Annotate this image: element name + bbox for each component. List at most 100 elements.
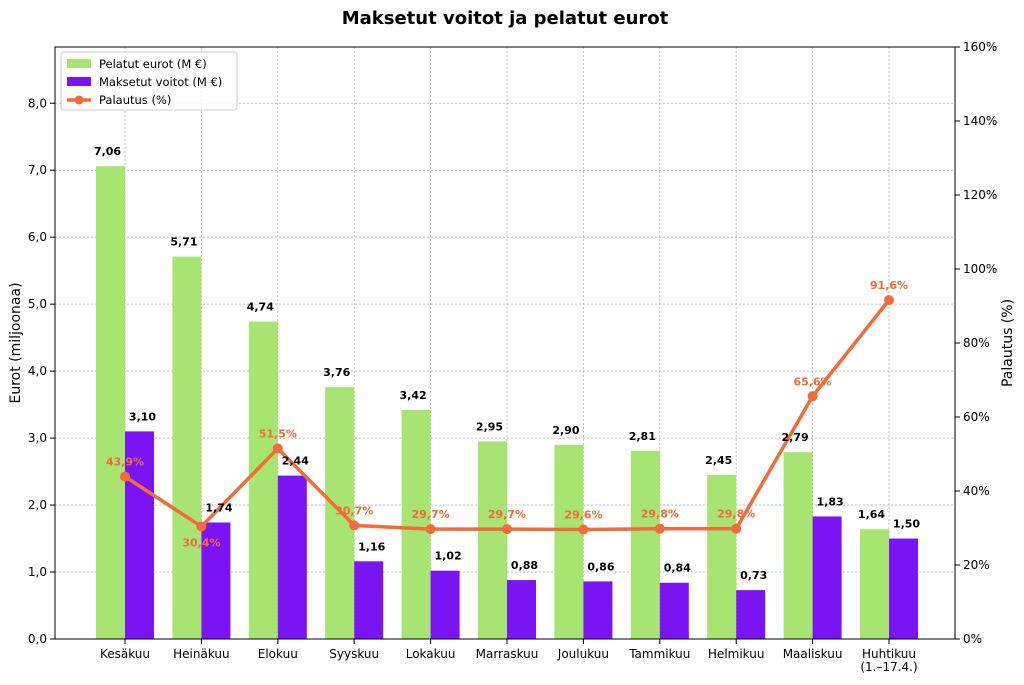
x-tick-label: Marraskuu (476, 647, 539, 661)
data-label-pelatut: 2,81 (629, 430, 656, 443)
bar-pelatut (630, 450, 660, 639)
y-tick-label: 1,0 (28, 565, 47, 579)
x-tick-label: Maaliskuu (783, 647, 843, 661)
data-label-maksetut: 1,50 (893, 518, 920, 531)
data-label-pelatut: 1,64 (858, 508, 885, 521)
legend-swatch (67, 77, 91, 86)
data-label-pelatut: 3,42 (400, 389, 427, 402)
bar-maksetut (736, 590, 766, 639)
data-label-maksetut: 0,84 (664, 562, 691, 575)
palautus-point (349, 520, 360, 531)
y-axis-label: Eurot (miljoonaa) (8, 282, 24, 403)
x-tick-label: Elokuu (258, 647, 298, 661)
y2-tick-label: 40% (963, 484, 990, 498)
bar-maksetut (812, 516, 842, 639)
chart-title: Maksetut voitot ja pelatut eurot (342, 8, 669, 29)
bar-maksetut (277, 475, 307, 639)
data-label-maksetut: 1,74 (205, 501, 232, 514)
palautus-point (578, 524, 589, 535)
y2-axis-label: Palautus (%) (1000, 299, 1016, 387)
y-tick-label: 0,0 (28, 632, 47, 646)
data-label-palautus: 43,9% (106, 456, 144, 469)
data-label-pelatut: 4,74 (247, 301, 274, 314)
palautus-point (731, 523, 742, 534)
y-tick-label: 7,0 (28, 163, 47, 177)
bar-maksetut (889, 538, 918, 639)
x-tick-label: Joulukuu (557, 647, 609, 661)
data-label-palautus: 29,6% (564, 508, 602, 521)
bar-maksetut (430, 570, 460, 639)
y2-tick-label: 60% (963, 410, 990, 424)
data-label-maksetut: 0,86 (587, 560, 614, 573)
y-tick-label: 2,0 (28, 498, 47, 512)
y2-tick-label: 160% (963, 40, 997, 54)
x-tick-label: Lokakuu (406, 647, 456, 661)
y2-tick-label: 120% (963, 188, 997, 202)
y-tick-label: 5,0 (28, 297, 47, 311)
bar-maksetut (659, 582, 689, 639)
palautus-point (120, 471, 130, 482)
data-label-palautus: 65,6% (794, 375, 832, 388)
bar-maksetut (201, 522, 231, 639)
data-label-pelatut: 7,06 (94, 145, 121, 158)
data-label-pelatut: 2,90 (552, 424, 579, 437)
legend: Pelatut eurot (M €) Maksetut voitot (M €)… (60, 51, 238, 111)
data-label-maksetut: 1,83 (817, 495, 844, 508)
x-tick-label: Kesäkuu (100, 647, 150, 661)
x-tick-label: Syyskuu (329, 647, 379, 661)
bar-pelatut (860, 529, 889, 639)
y-tick-label: 6,0 (28, 230, 47, 244)
bar-pelatut (478, 441, 507, 639)
y-tick-label: 8,0 (28, 96, 47, 110)
plot-frame (54, 46, 956, 640)
bar-pelatut (248, 321, 278, 639)
y2-tick-label: 140% (963, 114, 997, 128)
legend-entry: Pelatut eurot (M €) (99, 57, 207, 71)
palautus-point (654, 523, 665, 534)
y2-tick-label: 80% (963, 336, 990, 350)
data-label-pelatut: 2,45 (705, 454, 732, 467)
bar-pelatut (554, 444, 584, 639)
bar-pelatut (172, 256, 202, 639)
legend-entry: Palautus (%) (99, 93, 171, 107)
data-label-maksetut: 3,10 (129, 410, 156, 423)
data-label-palautus: 29,7% (412, 508, 450, 521)
x-tick-label: Tammikuu (628, 647, 690, 661)
bar-pelatut (96, 166, 125, 639)
palautus-point (884, 295, 894, 306)
data-label-maksetut: 2,44 (282, 455, 309, 468)
data-label-palautus: 51,5% (259, 427, 297, 440)
bar-pelatut (707, 474, 737, 639)
data-label-pelatut: 2,95 (476, 420, 503, 433)
data-label-palautus: 91,6% (870, 279, 908, 292)
x-tick-label: Helmikuu (708, 647, 765, 661)
data-label-palautus: 29,8% (717, 508, 755, 521)
y2-tick-label: 0% (963, 632, 982, 646)
data-label-pelatut: 3,76 (323, 366, 350, 379)
palautus-point (272, 443, 283, 454)
data-label-maksetut: 0,73 (740, 569, 767, 582)
bar-pelatut (401, 409, 431, 639)
palautus-point (425, 524, 436, 535)
bar-pelatut (783, 452, 813, 639)
y-tick-label: 4,0 (28, 364, 47, 378)
data-label-maksetut: 1,02 (435, 550, 462, 563)
data-label-palautus: 29,8% (641, 508, 679, 521)
x-tick-label: Heinäkuu (173, 647, 230, 661)
bar-maksetut (507, 580, 536, 639)
bar-maksetut (583, 581, 613, 639)
data-label-maksetut: 1,16 (358, 540, 385, 553)
y2-tick-label: 100% (963, 262, 997, 276)
legend-box (60, 51, 238, 111)
palautus-point (502, 524, 512, 535)
data-label-palautus: 29,7% (488, 508, 526, 521)
legend-marker (74, 95, 84, 105)
bar-maksetut (354, 561, 384, 639)
data-label-pelatut: 5,71 (170, 236, 197, 249)
data-label-palautus: 30,7% (335, 504, 373, 517)
bar-maksetut (125, 431, 154, 639)
x-tick-label: Huhtikuu (1.–17.4.) (860, 647, 917, 674)
legend-entry: Maksetut voitot (M €) (99, 75, 222, 89)
y2-tick-label: 20% (963, 558, 990, 572)
